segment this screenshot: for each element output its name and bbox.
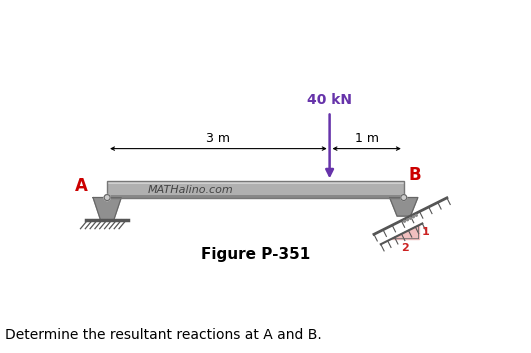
Text: B: B	[408, 166, 421, 184]
Polygon shape	[390, 198, 418, 216]
Circle shape	[415, 215, 417, 216]
Bar	[107, 181, 404, 198]
Bar	[107, 195, 404, 198]
Bar	[107, 181, 404, 198]
Circle shape	[413, 216, 414, 218]
Text: 3 m: 3 m	[207, 132, 230, 145]
Circle shape	[104, 195, 110, 201]
Polygon shape	[392, 225, 418, 239]
Text: 1: 1	[422, 227, 429, 237]
Bar	[107, 181, 404, 185]
Text: Determine the resultant reactions at A and B.: Determine the resultant reactions at A a…	[5, 328, 322, 342]
Text: Figure P-351: Figure P-351	[201, 247, 310, 262]
Circle shape	[104, 195, 110, 201]
Circle shape	[407, 219, 408, 221]
Text: MATHalino.com: MATHalino.com	[148, 185, 234, 195]
Text: 2: 2	[401, 243, 409, 253]
Circle shape	[409, 217, 412, 219]
Polygon shape	[93, 198, 121, 220]
Circle shape	[401, 195, 407, 201]
Text: A: A	[75, 178, 88, 196]
Text: 40 kN: 40 kN	[307, 93, 352, 107]
Circle shape	[404, 220, 405, 222]
Text: 1 m: 1 m	[355, 132, 379, 145]
